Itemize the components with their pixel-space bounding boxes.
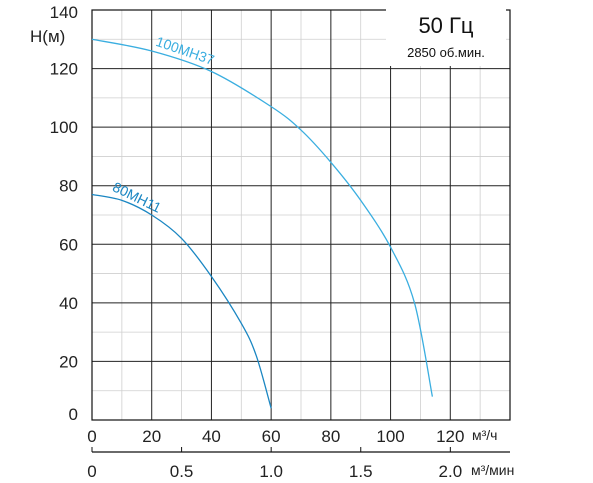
x-tick-label: 120: [436, 427, 464, 446]
x2-tick-label: 0.5: [170, 462, 194, 481]
x-tick-label: 0: [87, 427, 96, 446]
y-axis-label: H(м): [30, 27, 65, 46]
y-tick-label: 40: [59, 294, 78, 313]
x-axis-unit-label: м³/ч: [472, 427, 497, 443]
x-tick-label: 40: [202, 427, 221, 446]
series-label-1: 100МН37: [154, 33, 217, 68]
x2-tick-label: 1.0: [259, 462, 283, 481]
x-tick-label: 20: [142, 427, 161, 446]
x-axis-ticks: 0 20 40 60 80 100 120: [87, 427, 464, 446]
chart-title: 50 Гц: [418, 13, 473, 38]
major-grid: [92, 10, 510, 420]
x-tick-label: 100: [376, 427, 404, 446]
series-line-1: [91, 38, 434, 397]
x2-tick-label: 0: [87, 462, 96, 481]
series-layer: 80МН11 100МН37: [91, 33, 434, 409]
series-label-0: 80МН11: [110, 179, 164, 216]
x-tick-label: 60: [262, 427, 281, 446]
series-line-0: [91, 193, 272, 409]
y-axis-ticks: 0 20 40 60 80 100 120 140: [50, 3, 78, 424]
x2-axis-ticks: 0 0.5 1.0 1.5 2.0: [87, 447, 462, 481]
y-tick-label: 60: [59, 235, 78, 254]
chart-subtitle: 2850 об.мин.: [407, 45, 485, 60]
y-tick-label: 140: [50, 3, 78, 22]
x2-tick-label: 2.0: [439, 462, 463, 481]
minor-grid: [92, 10, 510, 420]
y-tick-label: 20: [59, 352, 78, 371]
x-tick-label: 80: [321, 427, 340, 446]
x2-tick-label: 1.5: [349, 462, 373, 481]
plot-border: [91, 9, 511, 421]
x2-axis-unit-label: м³/мин: [471, 462, 514, 478]
y-tick-label: 120: [50, 60, 78, 79]
y-tick-label: 100: [50, 118, 78, 137]
y-tick-label: 80: [59, 177, 78, 196]
title-box: [386, 8, 506, 66]
y-tick-label: 0: [69, 405, 78, 424]
